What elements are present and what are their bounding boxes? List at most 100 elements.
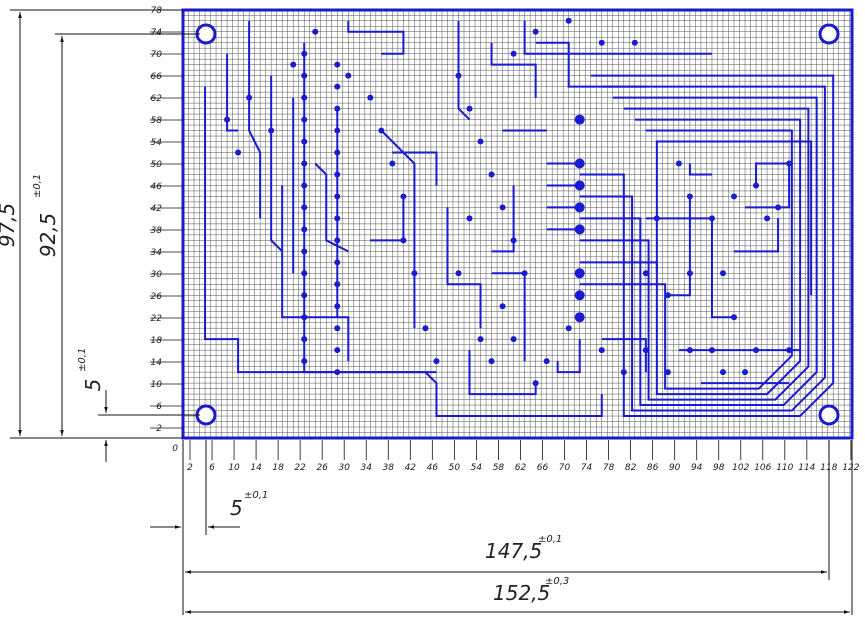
x-scale-label: 94 xyxy=(691,463,703,473)
trace xyxy=(579,96,818,407)
pad xyxy=(786,160,793,167)
x-scale-label: 62 xyxy=(515,463,527,473)
x-scale-label: 110 xyxy=(776,463,793,473)
pad xyxy=(477,138,484,145)
trace xyxy=(579,74,835,418)
pad xyxy=(367,94,374,101)
pad xyxy=(334,171,341,178)
pad xyxy=(466,215,473,222)
trace xyxy=(579,129,793,390)
trace xyxy=(446,207,482,329)
pad xyxy=(598,347,605,354)
pad xyxy=(455,270,462,277)
y-scale-label: 66 xyxy=(151,72,163,82)
pad xyxy=(708,215,715,222)
trace xyxy=(556,339,581,374)
pad xyxy=(301,94,308,101)
pad xyxy=(786,347,793,354)
pad xyxy=(433,358,440,365)
pad xyxy=(675,160,682,167)
pad xyxy=(574,290,585,301)
dimension: 5 xyxy=(81,379,105,392)
y-scale-label: 58 xyxy=(151,116,163,126)
x-scale-label: 98 xyxy=(713,463,725,473)
pad xyxy=(312,28,319,35)
board-outline xyxy=(181,8,854,440)
x-scale-label: 46 xyxy=(427,463,439,473)
x-scale-label: 54 xyxy=(471,463,483,473)
trace xyxy=(734,218,780,253)
pad xyxy=(334,347,341,354)
pad xyxy=(334,127,341,134)
trace xyxy=(226,53,239,132)
pad xyxy=(543,358,550,365)
pad xyxy=(301,270,308,277)
tolerance: ±0,1 xyxy=(244,490,268,501)
pad xyxy=(301,116,308,123)
trace xyxy=(579,85,826,412)
trace xyxy=(468,350,537,396)
pad xyxy=(742,369,749,376)
pad xyxy=(455,72,462,79)
pad xyxy=(334,105,341,112)
pad xyxy=(499,204,506,211)
x-scale-label: 34 xyxy=(361,463,373,473)
y-scale-label: 42 xyxy=(151,204,163,214)
pad xyxy=(400,237,407,244)
y-scale-label: 10 xyxy=(151,380,163,390)
pad xyxy=(664,369,671,376)
pad xyxy=(708,347,715,354)
pad xyxy=(574,268,585,279)
x-scale-label: 14 xyxy=(250,463,262,473)
pad xyxy=(753,182,760,189)
y-scale-label: 14 xyxy=(151,358,163,368)
trace xyxy=(303,42,603,418)
trace xyxy=(667,196,691,297)
x-scale-label: 86 xyxy=(647,463,659,473)
scales: 0 78747066625854504642383430262218141062… xyxy=(150,6,860,473)
x-scale-label: 30 xyxy=(338,463,350,473)
pad xyxy=(574,114,585,125)
x-scale-label: 18 xyxy=(272,463,284,473)
pad xyxy=(389,160,396,167)
pad xyxy=(301,204,308,211)
pad xyxy=(301,314,308,321)
pad xyxy=(400,193,407,200)
trace xyxy=(347,20,405,55)
pad xyxy=(334,215,341,222)
pad xyxy=(268,127,275,134)
pad xyxy=(731,314,737,321)
dimension: 152,5 xyxy=(493,581,550,605)
y-scale-label: 18 xyxy=(151,336,163,346)
mounting-holes xyxy=(195,23,840,426)
pad xyxy=(532,28,539,35)
pad xyxy=(775,204,782,211)
tolerance: ±0,1 xyxy=(538,534,562,545)
pad xyxy=(510,336,517,343)
x-scale-label: 118 xyxy=(820,463,837,473)
dimension: 92,5 xyxy=(36,213,60,258)
pad xyxy=(301,226,308,233)
trace xyxy=(645,217,734,319)
y-scale-label: 54 xyxy=(151,138,163,148)
pad xyxy=(719,270,726,277)
trace xyxy=(490,42,537,98)
pad xyxy=(301,358,308,365)
origin-label: 0 xyxy=(172,444,178,454)
x-scale-label: 70 xyxy=(559,463,571,473)
trace xyxy=(248,20,262,219)
trace xyxy=(655,140,813,296)
pad xyxy=(301,160,308,167)
x-scale-label: 26 xyxy=(316,463,328,473)
trace xyxy=(601,338,647,373)
pad xyxy=(334,325,341,332)
pad xyxy=(574,202,585,213)
pad xyxy=(488,358,495,365)
pad xyxy=(334,83,341,90)
tolerance: ±0,1 xyxy=(77,348,88,372)
pad xyxy=(301,72,308,79)
pad xyxy=(510,237,517,244)
pad xyxy=(466,105,473,112)
pad xyxy=(653,215,660,222)
y-scale-label: 38 xyxy=(151,226,163,236)
